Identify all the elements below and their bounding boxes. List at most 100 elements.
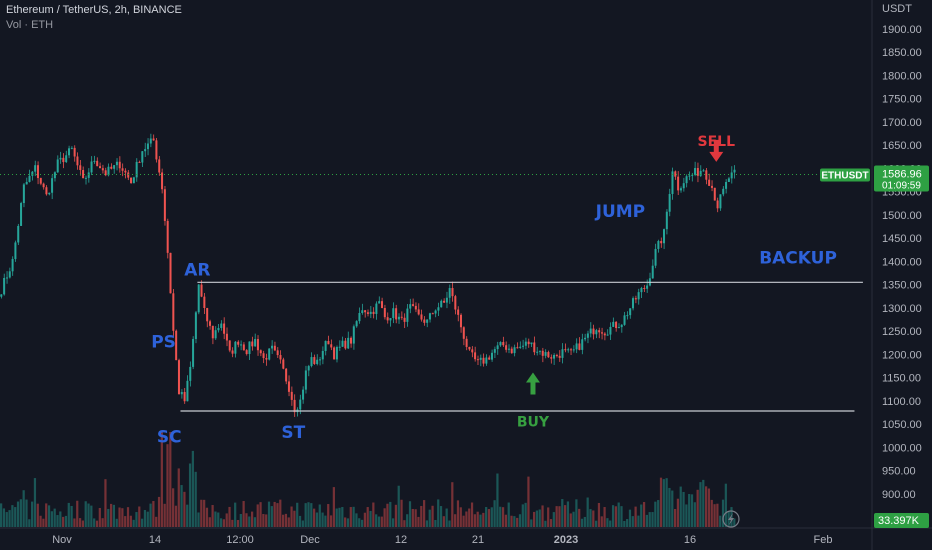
candle-body: [589, 328, 592, 334]
volume-bar: [152, 501, 155, 527]
volume-bar: [318, 504, 321, 527]
candle-body: [522, 345, 525, 347]
candle-body: [696, 168, 699, 176]
volume-bar: [270, 506, 273, 527]
volume-bar: [662, 479, 665, 527]
volume-bar: [194, 471, 197, 527]
volume-bar: [172, 488, 175, 527]
candle-body: [175, 330, 178, 361]
volume-bar: [160, 432, 163, 527]
volume-bar: [163, 503, 166, 527]
volume-bar: [406, 514, 409, 527]
candle-body: [234, 341, 237, 354]
candle-body: [338, 346, 341, 348]
volume-bar: [186, 504, 189, 527]
volume-bar: [586, 497, 589, 527]
candle-body: [211, 325, 214, 339]
currency-label: USDT: [882, 3, 912, 15]
candle-body: [586, 333, 589, 338]
candle-body: [381, 301, 384, 308]
volume-bar: [702, 479, 705, 527]
volume-bar: [386, 503, 389, 527]
volume-bar: [578, 508, 581, 527]
volume-bar: [64, 515, 68, 527]
candle-body: [533, 342, 536, 353]
volume-bar: [572, 511, 575, 527]
volume-bar: [138, 506, 141, 527]
candle-body: [674, 171, 677, 177]
volume-bar: [217, 512, 220, 527]
candle-body: [536, 351, 539, 353]
candle-body: [17, 225, 20, 243]
annotation-buy: BUY: [517, 414, 550, 430]
volume-bar: [16, 501, 20, 527]
volume-bar: [242, 501, 245, 527]
candle-body: [474, 352, 477, 360]
candle-body: [177, 360, 180, 395]
candle-body: [671, 171, 674, 194]
candle-body: [110, 166, 113, 169]
candle-body: [527, 341, 530, 345]
volume-bar: [112, 504, 116, 527]
candle-body: [392, 308, 395, 319]
volume-bar: [414, 509, 417, 527]
volume-bar: [499, 506, 502, 527]
volume-bar: [259, 502, 262, 527]
volume-bar: [721, 499, 725, 527]
volume-bar: [11, 505, 14, 527]
candle-body: [358, 312, 361, 322]
volume-tag-label: 33.397K: [878, 515, 920, 527]
candle-body: [56, 159, 59, 173]
volume-bar: [208, 517, 211, 527]
candle-body: [225, 333, 228, 341]
candle-body: [183, 392, 186, 402]
candle-body: [290, 391, 293, 400]
countdown-label: 01:09:59: [882, 180, 921, 191]
volume-bar: [724, 483, 727, 527]
candle-body: [361, 310, 364, 313]
candle-body: [90, 161, 93, 173]
candle-body: [615, 321, 618, 329]
x-tick-label: Feb: [814, 534, 833, 546]
candle-body: [538, 350, 541, 352]
y-tick-label: 900.00: [882, 489, 916, 501]
candle-body: [710, 185, 713, 188]
candle-body: [383, 307, 386, 318]
volume-bar: [564, 505, 567, 527]
y-tick-label: 950.00: [882, 466, 916, 478]
candle-body: [144, 149, 147, 152]
lightning-icon[interactable]: [722, 510, 740, 528]
candle-body: [372, 311, 375, 314]
candle-body: [324, 341, 327, 351]
volume-tag: [874, 513, 929, 528]
last-price-tag: [874, 165, 929, 192]
volume-bar: [493, 500, 496, 527]
volume-bar: [411, 508, 414, 527]
candle-body: [620, 324, 623, 328]
volume-bar: [62, 516, 65, 527]
candle-body: [352, 326, 355, 344]
volume-bar: [408, 501, 412, 527]
candle-body: [189, 366, 192, 381]
candle-body: [265, 358, 268, 360]
candle-body: [34, 165, 37, 172]
candle-body: [457, 309, 460, 315]
volume-bar: [730, 507, 733, 527]
volume-bar: [507, 502, 510, 527]
volume-bar: [124, 516, 127, 527]
candle-body: [271, 345, 274, 349]
candle-body: [631, 298, 634, 309]
candle-body: [321, 350, 324, 360]
volume-bar: [428, 509, 431, 527]
candle-body: [84, 177, 87, 179]
volume-bar: [250, 511, 254, 527]
volume-bar: [42, 518, 45, 527]
volume-bar: [383, 508, 386, 527]
volume-bar: [287, 517, 290, 527]
volume-bar: [485, 507, 488, 527]
candle-body: [629, 308, 632, 316]
symbol-title: Ethereum / TetherUS, 2h, BINANCE: [6, 4, 182, 16]
candle-body: [223, 323, 226, 334]
candle-body: [132, 177, 135, 184]
